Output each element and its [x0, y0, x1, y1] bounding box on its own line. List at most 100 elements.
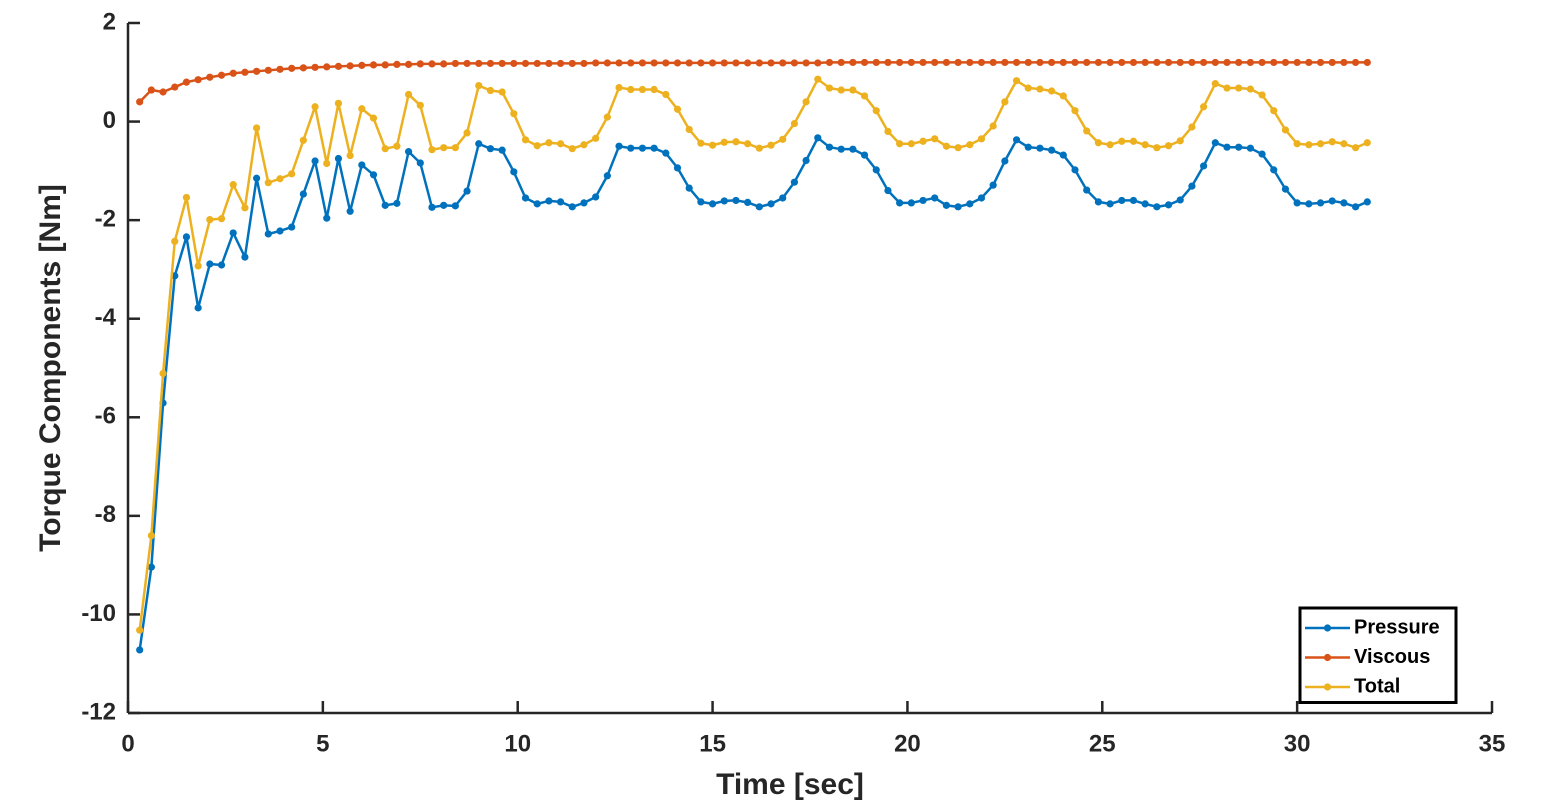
- data-point: [755, 203, 763, 211]
- data-point: [182, 78, 191, 86]
- data-point: [825, 84, 834, 92]
- data-point: [662, 90, 670, 99]
- data-point: [837, 145, 845, 153]
- data-point: [603, 113, 611, 121]
- data-point: [860, 58, 869, 67]
- legend-marker: [1323, 683, 1332, 691]
- data-point: [1106, 58, 1114, 67]
- data-point: [299, 190, 307, 198]
- data-point: [182, 193, 191, 202]
- data-point: [1001, 157, 1009, 165]
- data-point: [977, 135, 986, 143]
- data-point: [1281, 126, 1290, 134]
- data-point: [147, 86, 155, 94]
- data-point: [521, 59, 530, 68]
- data-point: [568, 145, 576, 153]
- data-point: [1176, 137, 1184, 145]
- data-point: [1340, 58, 1348, 67]
- data-point: [732, 138, 740, 146]
- data-point: [556, 140, 565, 148]
- data-point: [440, 60, 448, 68]
- data-point: [159, 88, 167, 96]
- data-point: [264, 230, 272, 238]
- data-point: [720, 138, 728, 146]
- y-tick-label: -6: [95, 403, 116, 430]
- legend-label: Pressure: [1354, 616, 1440, 638]
- data-point: [1176, 196, 1184, 204]
- x-tick-label: 5: [316, 730, 329, 757]
- data-point: [802, 98, 810, 106]
- data-point: [1293, 199, 1301, 207]
- data-point: [1270, 166, 1278, 174]
- data-point: [708, 59, 717, 67]
- y-tick-label: -12: [81, 698, 116, 725]
- data-point: [1223, 143, 1231, 151]
- data-point: [1352, 58, 1360, 67]
- data-point: [977, 58, 986, 67]
- data-point: [650, 85, 658, 94]
- data-point: [931, 194, 939, 202]
- data-point: [404, 90, 413, 99]
- data-point: [241, 68, 249, 76]
- data-point: [393, 142, 401, 150]
- data-point: [1200, 162, 1208, 170]
- data-point: [440, 201, 448, 209]
- data-point: [393, 199, 401, 207]
- data-point: [299, 136, 307, 144]
- data-point: [884, 186, 892, 195]
- x-tick-label: 20: [894, 730, 921, 757]
- data-point: [1094, 58, 1102, 67]
- data-point: [1036, 144, 1044, 152]
- legend-marker: [1323, 624, 1332, 632]
- data-point: [1129, 58, 1138, 67]
- data-point: [697, 198, 705, 206]
- data-point: [580, 199, 588, 207]
- data-point: [323, 214, 331, 222]
- legend: Pressure Viscous Total: [1298, 606, 1458, 704]
- data-point: [568, 59, 576, 68]
- data-point: [638, 59, 647, 67]
- data-point: [907, 199, 915, 207]
- data-point: [779, 135, 787, 143]
- legend-marker: [1323, 653, 1332, 662]
- data-point: [1001, 58, 1009, 67]
- data-point: [1141, 200, 1149, 208]
- data-point: [1118, 137, 1126, 145]
- data-point: [276, 227, 284, 235]
- x-tick-label: 15: [699, 730, 726, 757]
- data-point: [685, 59, 693, 67]
- data-point: [767, 200, 775, 208]
- data-point: [849, 58, 857, 67]
- data-point: [767, 59, 775, 67]
- data-point: [1083, 58, 1091, 67]
- data-point: [580, 141, 588, 149]
- data-point: [253, 174, 261, 182]
- data-point: [1223, 84, 1231, 92]
- data-point: [1164, 201, 1173, 209]
- data-point: [1094, 139, 1102, 147]
- data-point: [673, 105, 682, 113]
- data-point: [416, 159, 424, 167]
- data-point: [533, 200, 541, 208]
- data-point: [1001, 98, 1009, 106]
- data-point: [1188, 182, 1196, 190]
- data-point: [814, 134, 822, 142]
- data-point: [1083, 186, 1091, 194]
- data-point: [673, 164, 682, 172]
- data-point: [451, 202, 459, 210]
- data-point: [1305, 58, 1313, 67]
- data-point: [1211, 80, 1219, 88]
- data-point: [872, 166, 880, 174]
- data-point: [276, 65, 284, 73]
- data-point: [1036, 85, 1044, 93]
- data-point: [849, 145, 857, 153]
- data-point: [1012, 77, 1021, 85]
- data-point: [136, 98, 144, 106]
- data-point: [1281, 185, 1290, 193]
- data-point: [206, 216, 214, 224]
- data-point: [1340, 199, 1348, 207]
- data-point: [580, 59, 588, 68]
- x-tick-label: 10: [504, 730, 531, 757]
- data-point: [942, 58, 951, 67]
